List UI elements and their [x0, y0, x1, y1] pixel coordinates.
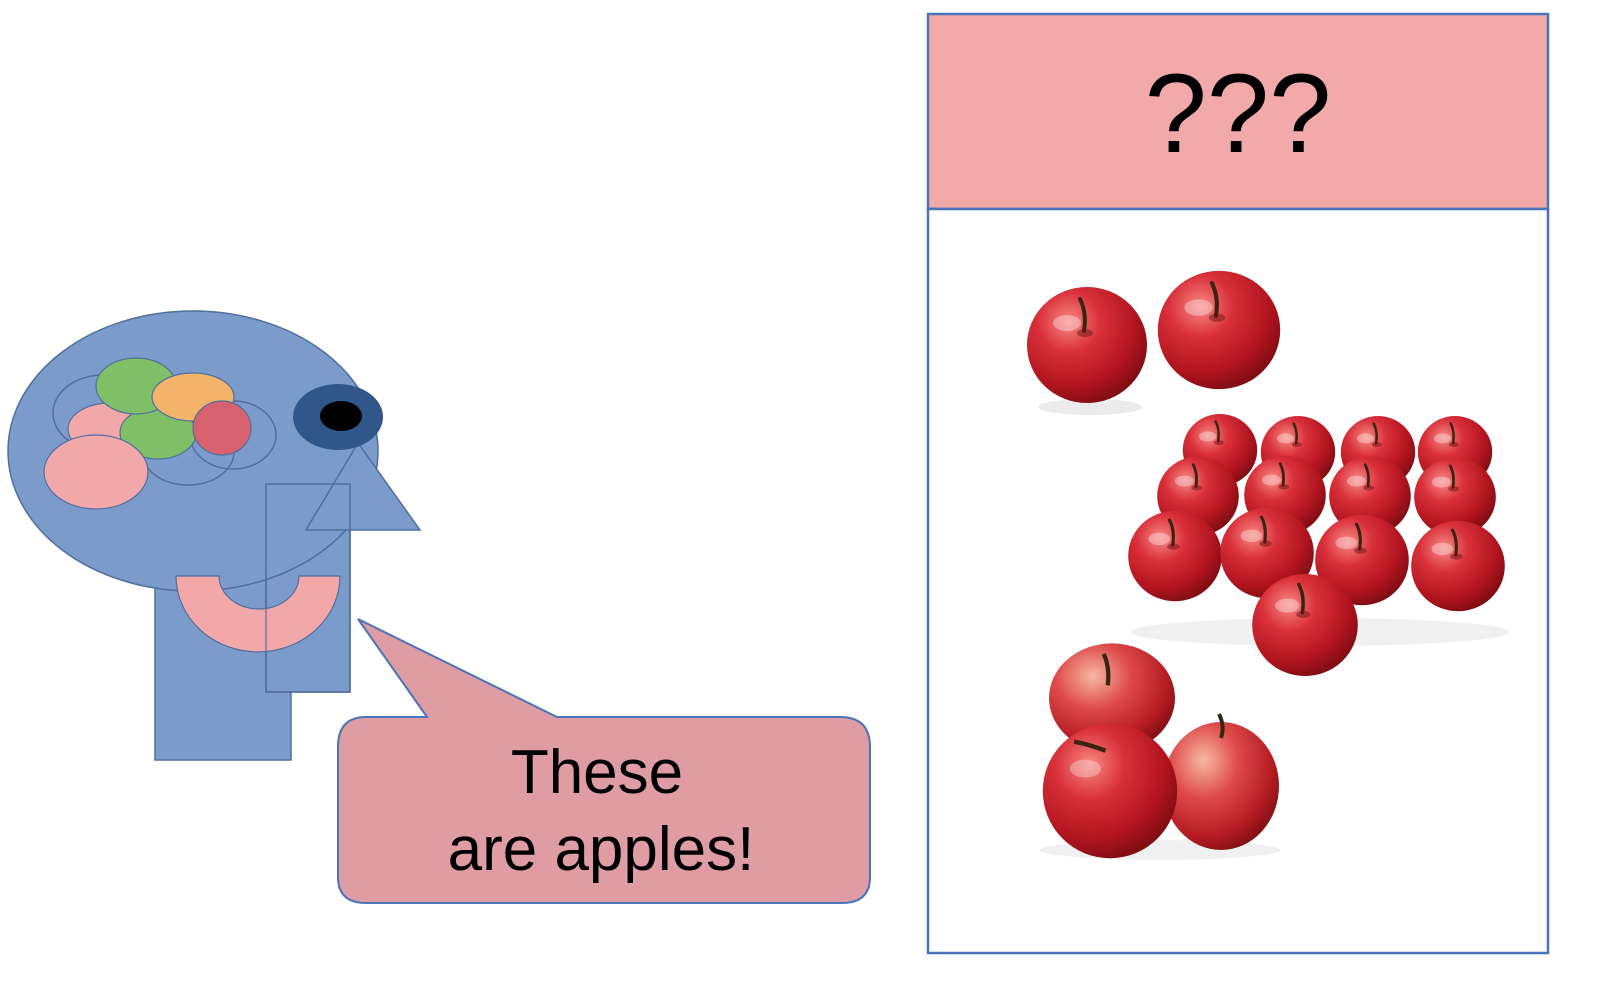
nose-shape	[304, 441, 422, 531]
eye-icon	[293, 384, 383, 450]
speech-bubble-shape	[337, 618, 871, 904]
brain-icon	[43, 357, 277, 510]
speech-line-1: These	[511, 738, 683, 807]
apple-group-grid	[1126, 412, 1510, 678]
panel-header	[926, 12, 1550, 211]
panel-header-label: ???	[1145, 51, 1332, 176]
apple-group-bottom	[1040, 643, 1280, 860]
speech-line-2: are apples!	[448, 815, 755, 884]
apple-group-top	[1025, 271, 1280, 415]
mouth-shape	[175, 575, 341, 653]
person-head-icon	[7, 310, 422, 761]
image-panel: ???	[926, 12, 1550, 955]
speech-bubble: These are apples!	[337, 618, 871, 904]
